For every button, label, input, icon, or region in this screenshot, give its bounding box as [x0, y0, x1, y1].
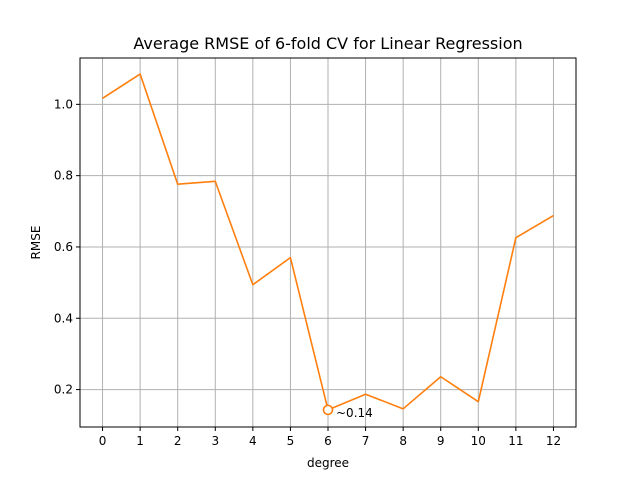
chart-title: Average RMSE of 6-fold CV for Linear Reg… [133, 34, 522, 53]
x-tick-label: 8 [399, 434, 407, 448]
x-tick-label: 4 [249, 434, 257, 448]
x-tick-label: 0 [99, 434, 107, 448]
x-tick-label: 3 [211, 434, 219, 448]
x-tick-label: 9 [437, 434, 445, 448]
y-tick-label: 0.4 [54, 311, 73, 325]
y-axis-ticks: 0.2 0.4 0.6 0.8 1.0 [54, 97, 80, 397]
y-axis-label: RMSE [29, 226, 43, 260]
x-tick-label: 12 [546, 434, 561, 448]
x-tick-label: 2 [174, 434, 182, 448]
y-tick-label: 0.2 [54, 383, 73, 397]
x-tick-label: 11 [508, 434, 523, 448]
x-axis-ticks: 0 1 2 3 4 5 6 7 8 9 10 11 12 [99, 427, 561, 448]
x-tick-label: 5 [287, 434, 295, 448]
x-tick-label: 10 [471, 434, 486, 448]
x-axis-label: degree [307, 456, 349, 470]
x-tick-label: 6 [324, 434, 332, 448]
x-tick-label: 7 [362, 434, 370, 448]
min-annotation-label: ~0.14 [336, 406, 373, 420]
grid-lines [80, 58, 576, 427]
min-marker [322, 404, 334, 416]
y-tick-label: 0.8 [54, 169, 73, 183]
y-tick-label: 0.6 [54, 240, 73, 254]
y-tick-label: 1.0 [54, 97, 73, 111]
annotation-layer: ~0.14 [322, 404, 373, 420]
x-tick-label: 1 [136, 434, 144, 448]
